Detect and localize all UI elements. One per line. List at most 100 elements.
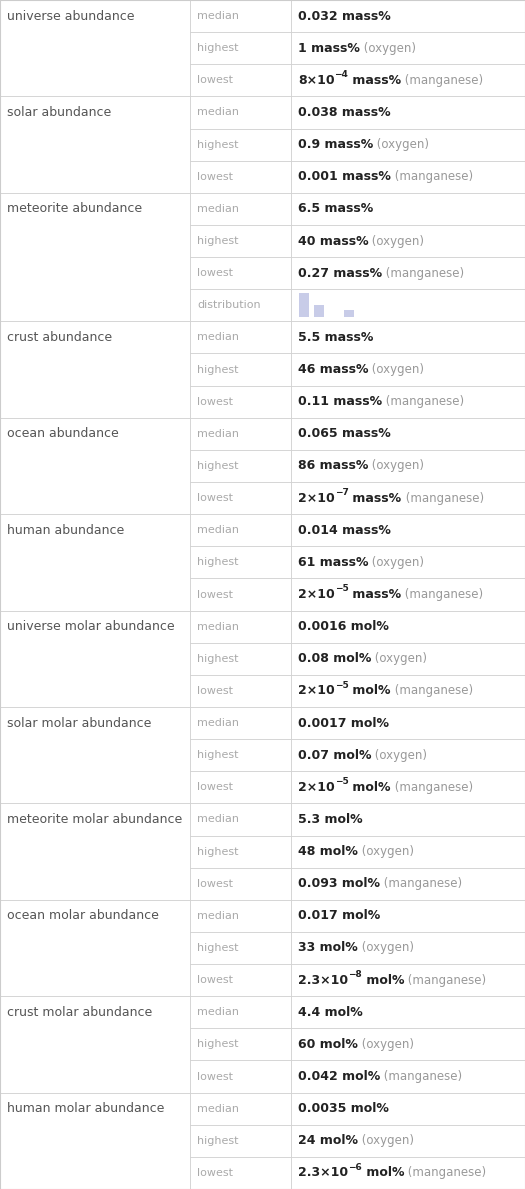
Bar (291, 321, 525, 353)
Bar (291, 996, 525, 1028)
Bar (291, 772, 525, 804)
Text: highest: highest (197, 750, 238, 760)
Text: 5.3 mol%: 5.3 mol% (298, 813, 362, 826)
Bar (291, 32, 525, 64)
Text: lowest: lowest (197, 75, 233, 86)
Text: (oxygen): (oxygen) (358, 1134, 414, 1147)
Text: ocean abundance: ocean abundance (7, 427, 119, 440)
Text: mol%: mol% (349, 685, 391, 698)
Text: highest: highest (197, 139, 238, 150)
Text: median: median (197, 718, 239, 728)
Text: 33 mol%: 33 mol% (298, 942, 358, 955)
Bar (0, 804, 190, 900)
Bar (291, 804, 525, 836)
Bar (190, 289, 291, 321)
Text: human molar abundance: human molar abundance (7, 1102, 164, 1115)
Bar (291, 514, 525, 546)
Bar (291, 417, 525, 449)
Text: median: median (197, 429, 239, 439)
Text: 0.017 mol%: 0.017 mol% (298, 910, 380, 923)
Bar (190, 546, 291, 578)
Bar (190, 353, 291, 385)
Bar (291, 1125, 525, 1157)
Text: lowest: lowest (197, 397, 233, 407)
Text: (manganese): (manganese) (402, 74, 484, 87)
Bar (291, 193, 525, 225)
Text: (manganese): (manganese) (402, 491, 484, 504)
Text: 0.08 mol%: 0.08 mol% (298, 653, 371, 666)
Bar (314, 306, 324, 317)
Text: (oxygen): (oxygen) (369, 363, 424, 376)
Text: −5: −5 (334, 680, 349, 690)
Text: (oxygen): (oxygen) (358, 845, 414, 858)
Bar (190, 868, 291, 900)
Bar (0, 900, 190, 996)
Bar (190, 836, 291, 868)
Text: solar abundance: solar abundance (7, 106, 111, 119)
Bar (0, 707, 190, 804)
Text: −6: −6 (348, 1163, 362, 1171)
Bar (291, 707, 525, 740)
Text: highest: highest (197, 43, 238, 54)
Bar (190, 772, 291, 804)
Text: lowest: lowest (197, 269, 233, 278)
Text: 5.5 mass%: 5.5 mass% (298, 331, 373, 344)
Text: (manganese): (manganese) (380, 877, 462, 891)
Bar (190, 514, 291, 546)
Text: (oxygen): (oxygen) (373, 138, 429, 151)
Bar (190, 417, 291, 449)
Bar (190, 128, 291, 161)
Bar (190, 1093, 291, 1125)
Text: 0.27 mass%: 0.27 mass% (298, 266, 382, 279)
Text: 86 mass%: 86 mass% (298, 459, 368, 472)
Text: 0.093 mol%: 0.093 mol% (298, 877, 380, 891)
Bar (291, 740, 525, 772)
Text: universe abundance: universe abundance (7, 10, 134, 23)
Text: highest: highest (197, 235, 238, 246)
Text: 61 mass%: 61 mass% (298, 556, 369, 568)
Text: lowest: lowest (197, 879, 233, 888)
Text: (manganese): (manganese) (402, 589, 484, 600)
Bar (291, 385, 525, 417)
Text: 0.014 mass%: 0.014 mass% (298, 523, 391, 536)
Bar (291, 96, 525, 128)
Text: lowest: lowest (197, 590, 233, 599)
Bar (291, 449, 525, 482)
Text: 0.001 mass%: 0.001 mass% (298, 170, 391, 183)
Text: mass%: mass% (349, 74, 402, 87)
Text: (manganese): (manganese) (382, 395, 464, 408)
Text: crust molar abundance: crust molar abundance (7, 1006, 152, 1019)
Text: median: median (197, 107, 239, 118)
Bar (190, 611, 291, 643)
Bar (190, 578, 291, 611)
Bar (0, 996, 190, 1093)
Bar (291, 900, 525, 932)
Text: median: median (197, 622, 239, 631)
Bar (291, 1093, 525, 1125)
Text: distribution: distribution (197, 301, 261, 310)
Bar (190, 996, 291, 1028)
Text: lowest: lowest (197, 171, 233, 182)
Text: mol%: mol% (362, 974, 404, 987)
Text: lowest: lowest (197, 782, 233, 792)
Text: 2×10: 2×10 (298, 685, 334, 698)
Text: 0.038 mass%: 0.038 mass% (298, 106, 391, 119)
Text: −7: −7 (334, 487, 349, 497)
Text: lowest: lowest (197, 1071, 233, 1082)
Bar (291, 289, 525, 321)
Bar (291, 0, 525, 32)
Text: 4.4 mol%: 4.4 mol% (298, 1006, 363, 1019)
Text: (oxygen): (oxygen) (368, 459, 424, 472)
Text: median: median (197, 203, 239, 214)
Bar (190, 0, 291, 32)
Bar (291, 611, 525, 643)
Text: (manganese): (manganese) (380, 1070, 462, 1083)
Bar (190, 449, 291, 482)
Bar (190, 1125, 291, 1157)
Bar (291, 128, 525, 161)
Bar (291, 1157, 525, 1189)
Bar (190, 804, 291, 836)
Bar (0, 96, 190, 193)
Text: meteorite abundance: meteorite abundance (7, 202, 142, 215)
Text: 2×10: 2×10 (298, 491, 334, 504)
